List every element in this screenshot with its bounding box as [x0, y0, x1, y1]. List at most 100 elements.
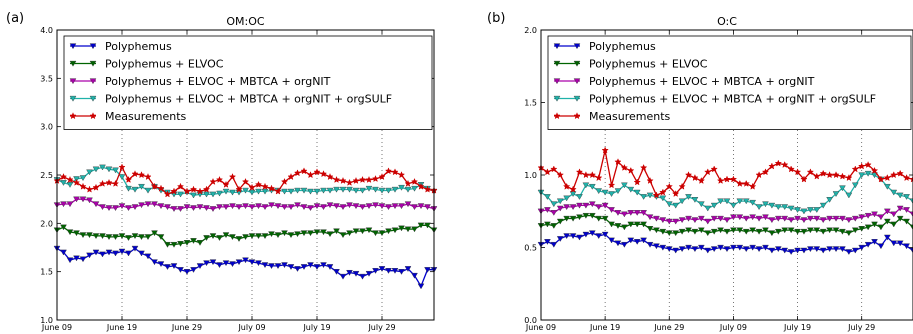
data-point: [845, 230, 853, 237]
data-point: [138, 202, 145, 209]
data-point: [92, 201, 100, 208]
data-point: [242, 203, 249, 210]
data-point: [787, 205, 795, 212]
data-point: [730, 202, 737, 209]
data-point: [807, 215, 814, 222]
data-point: [131, 186, 139, 193]
data-point: [807, 227, 814, 234]
legend-marker: [553, 60, 561, 67]
data-point: [614, 188, 622, 195]
data-point: [183, 269, 191, 275]
data-point: [255, 260, 262, 267]
data-point: [320, 229, 327, 236]
data-point: [300, 264, 308, 270]
data-point: [864, 241, 872, 248]
data-point: [177, 267, 184, 273]
data-point: [118, 248, 126, 255]
data-point: [66, 257, 74, 264]
data-point: [685, 215, 692, 222]
data-point: [595, 204, 603, 210]
x-tick-label: June 19: [589, 323, 620, 332]
data-point: [697, 176, 706, 184]
data-point: [576, 214, 583, 221]
x-tick-label: June 09: [41, 323, 72, 332]
data-point: [883, 208, 891, 215]
data-point: [742, 228, 750, 235]
panel-a: (a) OM:OC 1.0 1.5 2.0 2.5 3.0 3.5 4.0 June 09 June…: [6, 11, 438, 332]
data-point: [704, 218, 712, 225]
data-point: [672, 247, 680, 254]
data-point: [813, 215, 821, 222]
legend-item: Measurements: [553, 110, 671, 123]
data-point: [608, 237, 615, 244]
x-tick-label: July 19: [783, 323, 811, 332]
data-point: [601, 189, 609, 196]
data-point: [372, 202, 379, 209]
data-point: [556, 236, 564, 242]
data-point: [627, 237, 635, 244]
data-point: [92, 233, 100, 239]
data-point: [672, 230, 680, 237]
legend-label: Polyphemus: [589, 40, 656, 53]
data-point: [890, 171, 898, 179]
y-tick-label: 3.5: [40, 74, 53, 83]
data-point: [294, 231, 301, 238]
data-point: [118, 203, 126, 210]
legend-box: [63, 35, 433, 130]
data-point: [607, 181, 616, 189]
data-point: [118, 163, 126, 171]
data-point: [293, 169, 302, 177]
data-point: [832, 191, 840, 197]
data-point: [417, 283, 425, 290]
data-point: [717, 215, 724, 222]
data-point: [267, 184, 276, 192]
data-point: [723, 175, 731, 183]
data-point: [268, 263, 275, 269]
data-point: [877, 175, 885, 183]
data-point: [320, 262, 327, 268]
data-point: [365, 185, 373, 192]
data-point: [222, 180, 230, 188]
data-point: [794, 215, 801, 222]
data-point: [601, 215, 609, 222]
data-point: [646, 176, 654, 184]
legend-item: Polyphemus + ELVOC + MBTCA + orgNIT: [553, 75, 815, 88]
data-point: [813, 227, 821, 234]
data-point: [261, 188, 269, 195]
data-point: [391, 203, 399, 210]
data-point: [736, 227, 744, 234]
data-point: [819, 169, 827, 177]
data-point: [640, 194, 647, 200]
legend-marker: [69, 78, 77, 85]
data-point: [242, 234, 249, 240]
data-point: [582, 231, 590, 238]
data-point: [385, 204, 392, 210]
data-point: [397, 171, 406, 179]
data-point: [665, 218, 673, 225]
legend-item: Polyphemus + ELVOC + MBTCA + orgNIT + or…: [69, 93, 392, 106]
data-point: [391, 268, 399, 274]
data-point: [398, 225, 405, 232]
data-point: [333, 186, 340, 193]
data-point: [819, 247, 827, 254]
data-point: [398, 203, 405, 210]
data-point: [157, 261, 165, 268]
data-point: [125, 250, 132, 257]
data-point: [229, 189, 236, 196]
data-point: [659, 228, 667, 235]
data-point: [774, 159, 783, 167]
data-point: [222, 260, 230, 267]
y-tick-label: 2.5: [40, 171, 53, 180]
data-point: [563, 204, 571, 210]
data-point: [125, 235, 132, 241]
data-point: [813, 207, 821, 213]
data-point: [359, 228, 366, 235]
data-point: [131, 245, 139, 252]
data-point: [794, 207, 801, 213]
x-tick-label: July 09: [719, 323, 747, 332]
data-point: [216, 235, 223, 241]
data-point: [196, 204, 204, 210]
data-point: [411, 185, 418, 192]
data-point: [333, 203, 340, 210]
data-point: [627, 166, 635, 174]
